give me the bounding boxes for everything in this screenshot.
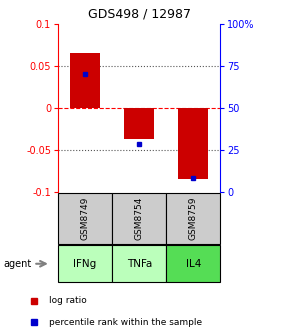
Text: TNFa: TNFa	[126, 259, 152, 269]
Bar	[166, 193, 220, 244]
Bar	[124, 108, 154, 139]
Bar	[70, 53, 100, 108]
Text: IL4: IL4	[186, 259, 201, 269]
Bar	[178, 108, 208, 179]
Text: GSM8754: GSM8754	[135, 197, 144, 240]
Bar	[58, 245, 112, 282]
Bar	[112, 245, 166, 282]
Text: IFNg: IFNg	[73, 259, 97, 269]
Title: GDS498 / 12987: GDS498 / 12987	[88, 8, 191, 21]
Bar	[58, 193, 112, 244]
Bar	[112, 193, 166, 244]
Text: percentile rank within the sample: percentile rank within the sample	[49, 318, 202, 327]
Text: log ratio: log ratio	[49, 296, 87, 305]
Text: agent: agent	[3, 259, 31, 269]
Text: GSM8749: GSM8749	[81, 197, 90, 240]
Bar	[166, 245, 220, 282]
Text: GSM8759: GSM8759	[189, 197, 198, 240]
